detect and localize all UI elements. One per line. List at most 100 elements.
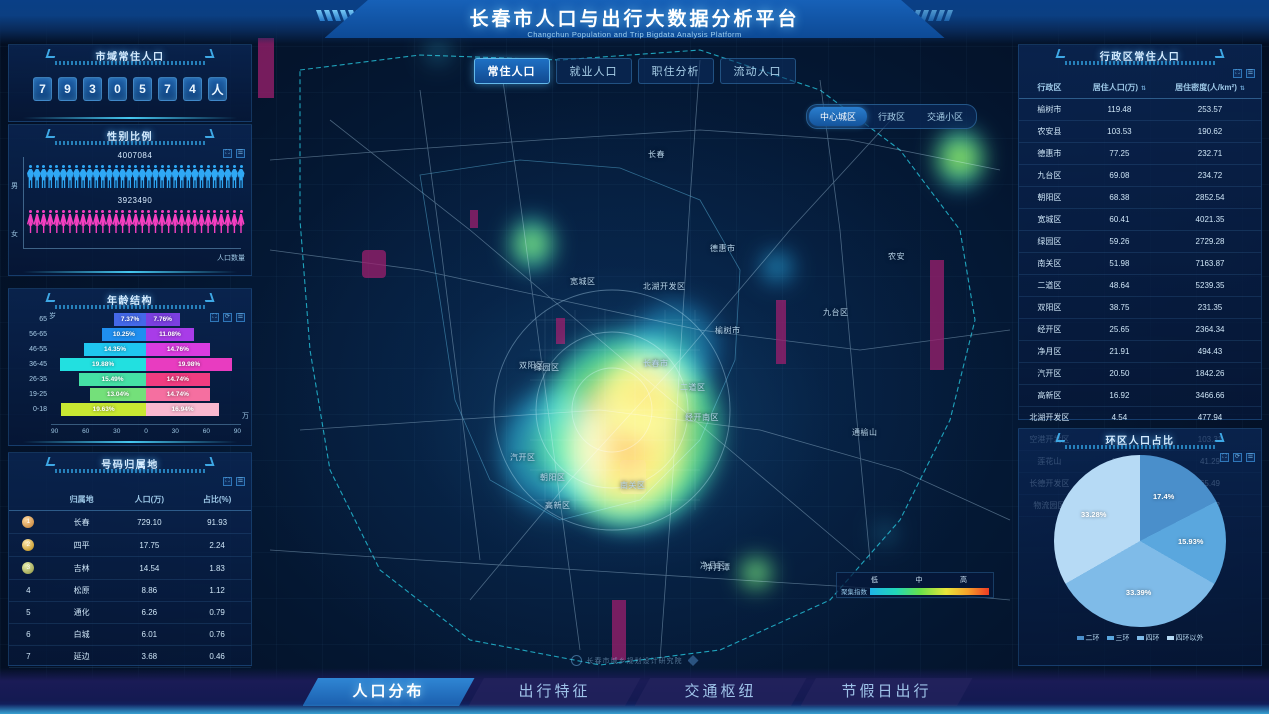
bottom-nav-item-0[interactable]: 人口分布 [302,678,475,706]
age-bar-male: 14.35% [84,343,146,356]
table-row[interactable]: 双阳区 38.75 231.35 [1019,296,1261,319]
panel-tools-gender[interactable]: ⛶ ☰ [223,149,245,158]
table-row[interactable]: 绿园区 59.26 2729.28 [1019,230,1261,253]
table-row[interactable]: 北湖开发区 4.54 477.94 [1019,406,1261,429]
column-header-2[interactable]: 居住密度(人/km²) ⇅ [1159,77,1261,99]
table-row[interactable]: 二道区 48.64 5239.35 [1019,274,1261,297]
resident-population-cell: 60.41 [1079,208,1160,231]
sort-icon[interactable]: ⇅ [1239,86,1245,92]
female-person-icon [231,210,237,233]
table-row[interactable]: 净月区 21.91 494.43 [1019,340,1261,363]
female-person-icon [218,210,224,233]
resident-population-cell: 38.75 [1079,296,1160,319]
expand-icon[interactable]: ⛶ [223,149,232,158]
map-scope-option-0[interactable]: 中心城区 [809,107,868,126]
odometer-digit-2: 3 [83,77,102,101]
district-name-cell: 榆树市 [1019,98,1080,121]
axis-tick-label: 90 [51,428,59,435]
female-person-icon [80,210,86,233]
pie-legend-item[interactable]: 四环 [1136,633,1160,643]
table-row[interactable]: 汽开区 20.50 1842.26 [1019,362,1261,385]
table-row[interactable]: 2 四平 17.75 2.24 [9,533,251,557]
expand-icon[interactable]: ⛶ [1220,453,1229,462]
map-scope-option-1[interactable]: 行政区 [878,112,906,122]
sort-icon[interactable]: ⇅ [1141,86,1147,92]
resident-population-cell: 119.48 [1079,98,1160,121]
age-pyramid-row: 36-45 19.88% 19.98% [9,358,251,371]
panel-tools-district[interactable]: ⛶ ☰ [1233,69,1255,78]
table-row[interactable]: 3 吉林 14.54 1.83 [9,556,251,580]
heat-blob [630,300,720,390]
panel-tools-age[interactable]: ⛶ ⟳ ☰ [210,313,245,322]
heat-blob [500,380,610,520]
map-scope-toggle[interactable]: 中心城区 行政区 交通小区 [806,104,978,129]
panel-tools-phone[interactable]: ⛶ ☰ [223,477,245,486]
map-scope-option-2[interactable]: 交通小区 [927,112,964,122]
map-district-label: 农安 [888,252,905,261]
male-person-icon [159,165,165,188]
menu-icon[interactable]: ☰ [1246,69,1255,78]
male-person-icon [145,165,151,188]
map-tab-2[interactable]: 职住分析 [637,58,714,84]
district-name-cell: 宽城区 [1019,208,1080,231]
map-tab-0[interactable]: 常住人口 [473,58,550,84]
map-tab-3[interactable]: 流动人口 [719,58,796,84]
panel-tools-ring[interactable]: ⛶ ⟳ ☰ [1220,453,1255,462]
table-row[interactable]: 朝阳区 68.38 2852.54 [1019,186,1261,209]
age-axis-unit-right: 万 [242,413,249,420]
refresh-icon[interactable]: ⟳ [1233,453,1242,462]
table-row[interactable]: 经开区 25.65 2364.34 [1019,318,1261,341]
bottom-nav-item-3[interactable]: 节假日出行 [800,678,973,706]
expand-icon[interactable]: ⛶ [210,313,219,322]
density-cell: 4021.35 [1159,208,1261,231]
table-row[interactable]: 农安县 103.53 190.62 [1019,120,1261,143]
table-row[interactable]: 榆树市 119.48 253.57 [1019,98,1261,121]
district-name-cell: 朝阳区 [1019,186,1080,209]
menu-icon[interactable]: ☰ [1246,453,1255,462]
table-row[interactable]: 宽城区 60.41 4021.35 [1019,208,1261,231]
map-district-label: 净月区 [700,561,726,570]
table-row[interactable]: 1 长春 729.10 91.93 [9,510,251,534]
map-tab-1[interactable]: 就业人口 [555,58,632,84]
pie-graphic: 17.4% 15.93% 33.39% 33.28% [1054,455,1226,627]
table-row[interactable]: 南关区 51.98 7163.87 [1019,252,1261,275]
expand-icon[interactable]: ⛶ [1233,69,1242,78]
title-wave-decoration [1065,61,1215,65]
pie-legend-item[interactable]: 二环 [1076,633,1100,643]
bottom-nav-item-2[interactable]: 交通枢纽 [634,678,807,706]
map-tab-group[interactable]: 常住人口 就业人口 职住分析 流动人口 [473,58,796,84]
female-person-icon [113,210,119,233]
legend-swatch-icon [1136,636,1144,640]
density-cell: 190.62 [1159,120,1261,143]
footer-institute-logo: 长春市城乡规划设计研究院 [570,655,699,666]
refresh-icon[interactable]: ⟳ [223,313,232,322]
table-row[interactable]: 7 延边 3.68 0.46 [9,645,251,668]
district-name-cell: 德惠市 [1019,142,1080,165]
resident-population-cell: 25.65 [1079,318,1160,341]
table-row[interactable]: 4 松原 8.86 1.12 [9,579,251,602]
expand-icon[interactable]: ⛶ [223,477,232,486]
female-person-icon [27,210,33,233]
pie-legend-item[interactable]: 三环 [1106,633,1130,643]
menu-icon[interactable]: ☰ [236,313,245,322]
density-cell: 5239.35 [1159,274,1261,297]
table-row[interactable]: 德惠市 77.25 232.71 [1019,142,1261,165]
table-row[interactable]: 九台区 69.08 234.72 [1019,164,1261,187]
age-group-label: 65 [39,316,47,323]
pie-legend-item[interactable]: 四环以外 [1166,633,1204,643]
pie-legend[interactable]: 二环 三环 四环 四环以外 [1019,633,1261,643]
column-header-1[interactable]: 居住人口(万) ⇅ [1079,77,1160,99]
age-group-label: 26-35 [29,376,47,383]
female-person-icon [106,210,112,233]
bottom-nav-group[interactable]: 人口分布 出行特征 交通枢纽 节假日出行 [302,678,973,706]
table-row[interactable]: 5 通化 6.26 0.79 [9,601,251,624]
table-row[interactable]: 高新区 16.92 3466.66 [1019,384,1261,407]
bottom-nav-item-1[interactable]: 出行特征 [468,678,641,706]
menu-icon[interactable]: ☰ [236,149,245,158]
table-row[interactable]: 6 白城 6.01 0.76 [9,623,251,646]
menu-icon[interactable]: ☰ [236,477,245,486]
odometer-unit: 人 [208,77,227,101]
table-header-row[interactable]: 行政区 居住人口(万) ⇅ 居住密度(人/km²) ⇅ [1019,77,1261,99]
female-person-icon [172,210,178,233]
female-pictogram-row [27,207,243,233]
